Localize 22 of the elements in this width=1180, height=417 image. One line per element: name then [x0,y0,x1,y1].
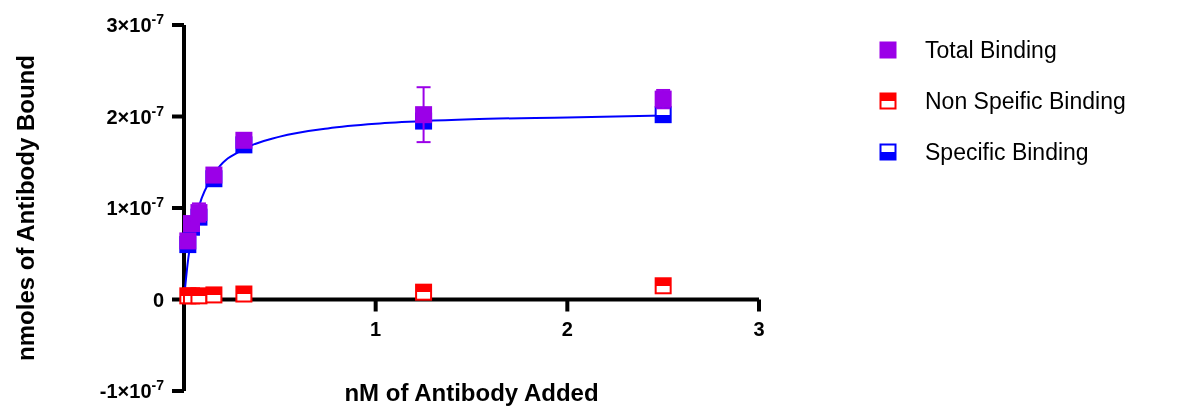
y-tick-label: 2×10$^{-7}$ [106,102,165,128]
point [205,166,223,184]
y-axis-title: nmoles of Antibody Bound [12,55,39,361]
point [235,285,253,303]
x-tick-label: 3 [753,317,765,340]
point [415,283,433,301]
point [235,131,253,149]
legend-label: Non Speific Binding [925,88,1126,114]
x-tick-label: 1 [370,317,382,340]
y-tick-label: 1×10$^{-7}$ [106,194,165,219]
point [654,277,672,295]
x-tick-label: 2 [561,317,573,340]
point [205,286,223,304]
x-axis-title: nM of Antibody Added [344,379,599,406]
point [179,232,197,250]
y-tick-label: 3×10$^{-7}$ [106,11,165,36]
y-tick-label: -1×10$^{-7}$ [99,377,165,402]
legend-label: Specific Binding [925,139,1089,165]
point [415,106,433,124]
y-tick-label: 0 [152,288,164,311]
point [190,287,208,305]
legend-label: Total Binding [925,37,1057,63]
